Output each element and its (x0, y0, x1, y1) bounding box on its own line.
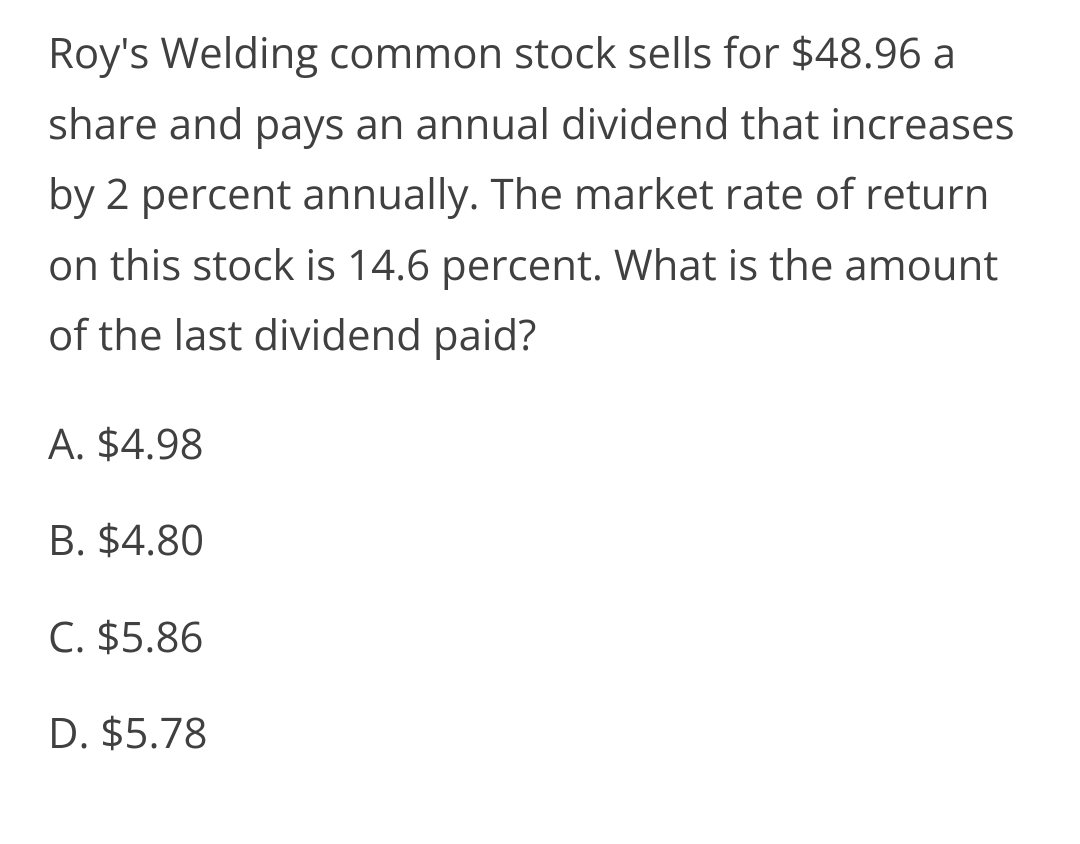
options-list: A. $4.98 B. $4.80 C. $5.86 D. $5.78 (48, 419, 1032, 759)
option-d[interactable]: D. $5.78 (48, 708, 1032, 758)
question-text: Roy's Welding common stock sells for $48… (48, 18, 1032, 371)
option-c[interactable]: C. $5.86 (48, 612, 1032, 662)
option-a[interactable]: A. $4.98 (48, 419, 1032, 469)
option-b[interactable]: B. $4.80 (48, 515, 1032, 565)
